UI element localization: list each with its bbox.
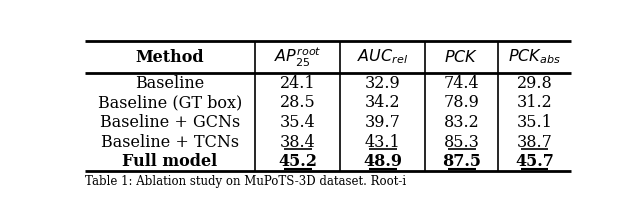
- Text: 48.9: 48.9: [363, 153, 402, 170]
- Text: 34.2: 34.2: [365, 94, 401, 111]
- Text: 35.1: 35.1: [516, 114, 552, 131]
- Text: $AUC_{rel}$: $AUC_{rel}$: [357, 48, 408, 67]
- Text: 29.8: 29.8: [516, 75, 552, 92]
- Text: 74.4: 74.4: [444, 75, 479, 92]
- Text: 38.4: 38.4: [280, 133, 316, 151]
- Text: 35.4: 35.4: [280, 114, 316, 131]
- Text: 39.7: 39.7: [365, 114, 401, 131]
- Text: 28.5: 28.5: [280, 94, 316, 111]
- Text: $PCK_{abs}$: $PCK_{abs}$: [508, 48, 561, 67]
- Text: Baseline + GCNs: Baseline + GCNs: [100, 114, 240, 131]
- Text: 31.2: 31.2: [516, 94, 552, 111]
- Text: 45.7: 45.7: [515, 153, 554, 170]
- Text: 32.9: 32.9: [365, 75, 401, 92]
- Text: 85.3: 85.3: [444, 133, 479, 151]
- Text: $PCK$: $PCK$: [445, 49, 479, 66]
- Text: $AP_{25}^{root}$: $AP_{25}^{root}$: [274, 46, 321, 69]
- Text: 78.9: 78.9: [444, 94, 479, 111]
- Text: 24.1: 24.1: [280, 75, 316, 92]
- Text: 83.2: 83.2: [444, 114, 479, 131]
- Text: 45.2: 45.2: [278, 153, 317, 170]
- Text: Full model: Full model: [122, 153, 218, 170]
- Text: Table 1: Ablation study on MuPoTS-3D dataset. Root-i: Table 1: Ablation study on MuPoTS-3D dat…: [85, 175, 406, 188]
- Text: Method: Method: [136, 49, 204, 66]
- Text: 87.5: 87.5: [442, 153, 481, 170]
- Text: 43.1: 43.1: [365, 133, 401, 151]
- Text: Baseline: Baseline: [136, 75, 205, 92]
- Text: 38.7: 38.7: [516, 133, 552, 151]
- Text: Baseline (GT box): Baseline (GT box): [98, 94, 242, 111]
- Text: Baseline + TCNs: Baseline + TCNs: [101, 133, 239, 151]
